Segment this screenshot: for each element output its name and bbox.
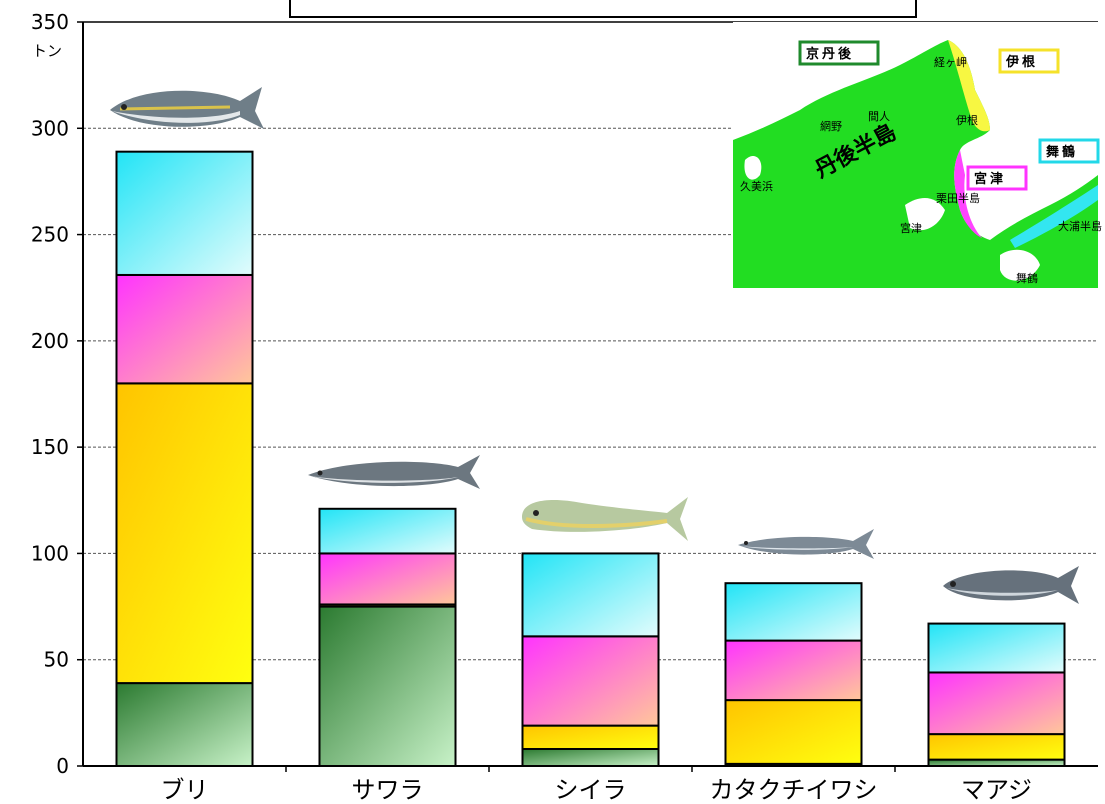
y-tick-label: 100 <box>31 541 69 565</box>
bar-segment <box>115 150 254 276</box>
map-miyazu-place-label: 宮津 <box>900 221 922 235</box>
bar-segment <box>927 671 1066 736</box>
map-maizuru-place-label: 舞鶴 <box>1016 271 1038 285</box>
bar-segment <box>724 699 863 765</box>
bar-segment <box>724 639 863 702</box>
map-label-maizuru: 舞鶴 <box>1045 144 1078 160</box>
fish-maaji-icon <box>943 566 1079 604</box>
bar-segment <box>927 733 1066 761</box>
chart-title-box <box>289 0 917 18</box>
fish-shiira-icon <box>522 497 688 541</box>
y-tick-label: 350 <box>31 10 69 34</box>
bar-segment <box>521 635 660 727</box>
y-tick-label: 200 <box>31 329 69 353</box>
location-map: 京丹後 伊根 宮津 舞鶴 丹後半島 経ヶ岬 間人 網野 久美浜 伊根 宮津 栗田… <box>733 22 1102 288</box>
bar-segment <box>521 747 660 767</box>
map-label-kyotango-box <box>798 40 880 66</box>
x-category-label: ブリ <box>161 776 209 804</box>
map-label-ine: 伊根 <box>1005 54 1038 70</box>
y-tick-label: 150 <box>31 435 69 459</box>
bar-segment <box>318 552 457 606</box>
map-land <box>733 40 1098 288</box>
fish-buri-icon <box>110 87 264 129</box>
map-amino-label: 網野 <box>820 119 842 133</box>
map-ine-place-label: 伊根 <box>956 113 978 127</box>
map-cape-label: 経ヶ岬 <box>934 56 967 69</box>
bar-segment <box>318 507 457 555</box>
map-miyazu-coast <box>954 150 982 238</box>
map-aso-bay <box>905 198 945 231</box>
map-taiza-label: 間人 <box>868 110 890 123</box>
bar-segment <box>115 273 254 385</box>
map-oshima-label: 栗田半島 <box>936 191 980 205</box>
bar-segment <box>115 382 254 685</box>
x-category-label: サワラ <box>352 776 424 804</box>
map-label-miyazu-box <box>966 165 1028 191</box>
x-category-label: マアジ <box>961 776 1032 804</box>
fish-katakuchiiwashi-icon <box>738 529 874 559</box>
map-label-miyazu: 宮津 <box>974 171 1006 187</box>
bar-segment <box>927 622 1066 674</box>
bar-segment <box>115 682 254 768</box>
y-tick-label: 250 <box>31 223 69 247</box>
y-tick-label: 0 <box>56 754 69 778</box>
bar-segment <box>318 605 457 767</box>
map-maizuru-coast <box>1010 185 1098 248</box>
map-maizuru-bay <box>1000 249 1040 281</box>
x-category-label: シイラ <box>555 776 627 804</box>
y-tick-label: 300 <box>31 116 69 140</box>
map-ine-coast <box>948 40 990 132</box>
map-oura-label: 大浦半島 <box>1058 219 1102 233</box>
map-kumihama-bay <box>744 155 762 180</box>
map-kumihama-label: 久美浜 <box>740 180 773 193</box>
x-category-label: カタクチイワシ <box>710 776 878 804</box>
bar-segment <box>724 582 863 642</box>
map-label-maizuru-box <box>1038 138 1100 164</box>
bar-segment <box>521 724 660 750</box>
y-unit-label: トン <box>32 42 62 60</box>
fish-sawara-icon <box>308 455 480 489</box>
map-label-ine-box <box>998 48 1060 74</box>
map-label-kyotango: 京丹後 <box>806 46 854 62</box>
y-tick-label: 50 <box>44 648 69 672</box>
bar-segment <box>521 552 660 638</box>
